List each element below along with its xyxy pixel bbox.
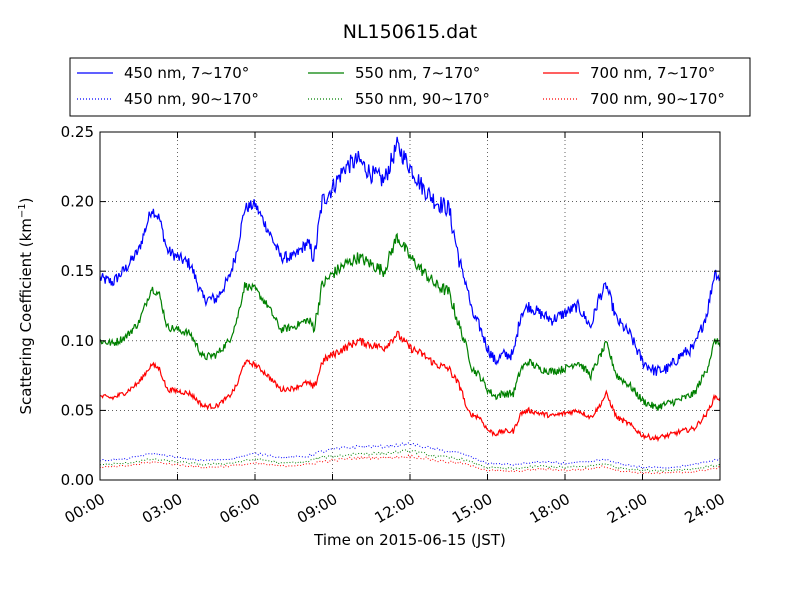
legend-label: 450 nm, 7∼170° [124,64,249,82]
legend: 450 nm, 7∼170° 550 nm, 7∼170° 700 nm, 7∼17… [69,57,751,117]
x-tick-label: 03:00 [139,490,185,527]
x-tick-label: 12:00 [372,490,418,527]
y-tick-label: 0.20 [61,193,94,211]
y-tick-label: 0.15 [61,262,94,280]
x-tick-label: 00:00 [62,490,108,527]
y-tick-labels: 0.00 0.05 0.10 0.15 0.20 0.25 [61,123,94,489]
ticks [99,131,721,481]
x-tick-label: 06:00 [217,490,263,527]
series-line [99,449,721,472]
y-tick-label: 0.05 [61,401,94,419]
y-axis-label-close: ) [17,197,35,203]
series-line [99,454,721,475]
x-tick-label: 18:00 [527,490,573,527]
x-tick-label: 15:00 [449,490,495,527]
x-tick-label: 24:00 [682,490,728,527]
series-line [99,330,721,443]
legend-label: 550 nm, 7∼170° [355,64,480,82]
x-tick-label: 09:00 [294,490,340,527]
legend-label: 700 nm, 90∼170° [590,90,725,108]
chart-title: NL150615.dat [343,21,478,43]
plot-area [100,132,720,480]
y-tick-label: 0.00 [61,471,94,489]
legend-label: 550 nm, 90∼170° [355,90,490,108]
y-axis-label: Scattering Coefficient (km−1) [17,197,35,414]
legend-label: 450 nm, 90∼170° [124,90,259,108]
y-tick-label: 0.25 [61,123,94,141]
y-tick-label: 0.10 [61,332,94,350]
series-line [99,232,721,411]
series-line [99,136,721,376]
x-tick-labels: 00:00 03:00 06:00 09:00 12:00 15:00 18:00 21:00… [62,490,728,527]
x-tick-label: 21:00 [604,490,650,527]
series-layer [99,136,721,475]
y-axis-label-superscript: −1 [17,203,28,218]
legend-label: 700 nm, 7∼170° [590,64,715,82]
series-line [99,442,721,469]
grid [100,132,720,480]
y-axis-label-text: Scattering Coefficient (km [17,218,35,414]
x-axis-label: Time on 2015-06-15 (JST) [313,531,506,549]
legend-box [69,57,751,117]
